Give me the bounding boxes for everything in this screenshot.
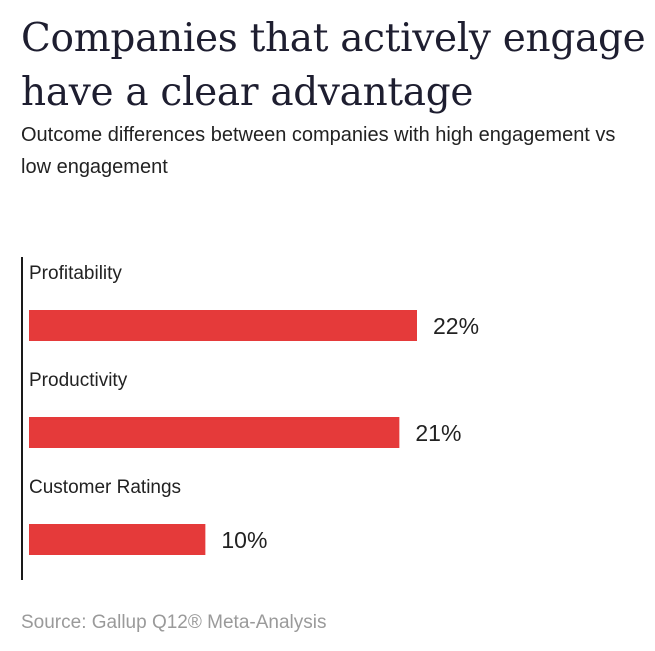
category-label: Productivity <box>29 370 128 391</box>
category-label: Profitability <box>29 263 122 284</box>
bar-chart: Profitability 22% Productivity 21% Customer … <box>21 257 479 580</box>
chart-subtitle: Outcome differences between companies wi… <box>21 124 616 178</box>
bar <box>29 417 400 448</box>
bar <box>29 524 206 555</box>
bar <box>29 310 417 341</box>
value-label: 10% <box>221 527 267 553</box>
value-label: 21% <box>415 420 461 446</box>
source-note: Source: Gallup Q12® Meta-Analysis <box>21 612 327 633</box>
chart-title: Companies that actively engage have a cl… <box>21 16 646 115</box>
category-label: Customer Ratings <box>29 477 181 498</box>
value-label: 22% <box>433 313 479 339</box>
